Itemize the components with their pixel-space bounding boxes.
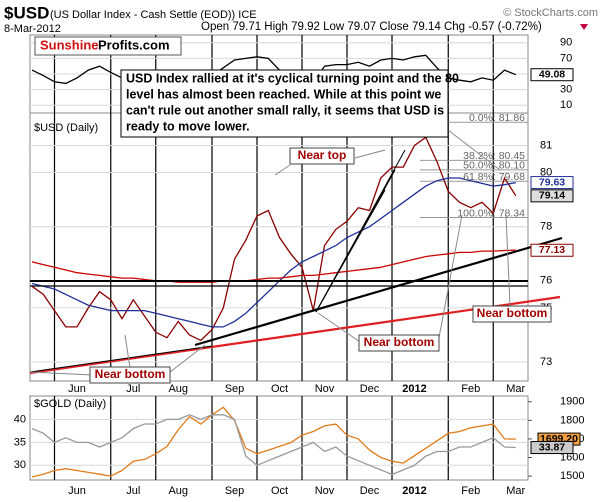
end-label-box <box>530 441 574 455</box>
y-tick-label: 70 <box>560 52 572 64</box>
trendline <box>194 236 563 347</box>
comment-box <box>120 69 449 138</box>
trendlines <box>29 129 563 376</box>
x-tick-label: Jul <box>126 383 140 395</box>
y-tick-label: 81 <box>540 139 552 151</box>
gold-panel <box>29 395 529 481</box>
pointer <box>354 149 386 159</box>
logo-red: Sunshine <box>40 37 99 52</box>
date: 8-Mar-2012 <box>4 23 61 35</box>
x-tick-label: Dec <box>360 383 380 395</box>
logo-box <box>34 36 182 56</box>
y-tick-label: 10 <box>560 99 572 111</box>
x-tick-label: Feb <box>461 485 480 497</box>
fib-label: 61.8%: 79.68 <box>463 171 525 183</box>
x-tick-label: 2012 <box>402 485 426 497</box>
pointer <box>124 334 131 369</box>
x-tick-label: Sep <box>225 383 245 395</box>
annotation: Near top <box>298 148 347 162</box>
x-tick-label: Aug <box>168 485 188 497</box>
end-label-box <box>530 243 574 257</box>
y2-tick-label: 1600 <box>560 451 584 463</box>
y-tick-label: 80 <box>540 166 552 178</box>
end-label-box <box>530 68 574 82</box>
down-marker <box>580 24 588 30</box>
y-tick-label: 78 <box>540 221 552 233</box>
x-tick-label: Nov <box>315 383 335 395</box>
y-tick-label: 30 <box>560 84 572 96</box>
pointer <box>447 129 501 171</box>
logo-black: Profits.com <box>98 37 170 52</box>
fib-label: 100.0%: 78.34 <box>457 207 525 219</box>
x-tick-label: Jun <box>68 485 86 497</box>
y-tick-label: 90 <box>560 37 572 49</box>
x-tick-label: Aug <box>168 383 188 395</box>
y-tick-label: 73 <box>540 356 552 368</box>
line-series <box>31 414 516 476</box>
x-tick-label: Nov <box>315 485 335 497</box>
symbol: $USD <box>4 3 49 22</box>
quote: Open 79.71 High 79.92 Low 79.07 Close 79… <box>201 21 542 33</box>
x-tick-label: Mar <box>506 485 525 497</box>
comment-line: level has almost been reached. While at … <box>126 87 441 101</box>
comment-line: ready to move lower. <box>126 119 250 133</box>
annotation-box <box>472 305 552 323</box>
y-tick-label: 76 <box>540 275 552 287</box>
trendline <box>29 295 561 375</box>
pointer <box>274 164 291 176</box>
x-tick-label: Oct <box>271 485 288 497</box>
y-tick-label: 35 <box>14 436 26 448</box>
comment-line: USD Index rallied at it's cyclical turni… <box>126 71 459 85</box>
annotation-box <box>89 366 171 384</box>
y-tick-label: 40 <box>14 413 26 425</box>
annotation-box <box>358 334 440 352</box>
x-tick-label: Mar <box>506 383 525 395</box>
end-label-box <box>530 176 574 190</box>
line-series <box>31 54 517 85</box>
end-label: 49.08 <box>539 68 565 80</box>
end-label: 79.14 <box>539 190 565 202</box>
annotation: Near bottom <box>364 335 435 349</box>
end-label: 33.87 <box>539 441 565 453</box>
fib-label: 50.0%: 80.10 <box>463 160 525 172</box>
y2-tick-label: 1800 <box>560 414 584 426</box>
x-tick-label: 2012 <box>402 383 426 395</box>
end-label: 79.63 <box>539 176 565 188</box>
x-tick-label: Sep <box>225 485 245 497</box>
x-tick-label: Dec <box>360 485 380 497</box>
pointer <box>169 344 206 373</box>
end-label: 77.13 <box>539 244 565 256</box>
annotation-box <box>289 147 355 165</box>
panel-title: $GOLD (Daily) <box>34 398 106 410</box>
fib-label: 0.0%: 81.86 <box>469 112 525 124</box>
annotation: Near bottom <box>477 306 548 320</box>
end-label-box <box>530 189 574 203</box>
x-tick-label: Oct <box>271 383 288 395</box>
x-tick-label: Feb <box>461 383 480 395</box>
trendline <box>315 189 386 313</box>
label-layer: $USD (US Dollar Index - Cash Settle (EOD… <box>4 3 598 496</box>
fib-label: 38.2%: 80.45 <box>463 150 525 162</box>
panel-title: $USD (Daily) <box>34 122 98 134</box>
y-tick-label: 30 <box>14 459 26 471</box>
price-panel <box>29 112 529 382</box>
credit: © StockCharts.com <box>503 7 598 19</box>
pointer <box>505 214 511 307</box>
line-series <box>31 406 516 478</box>
x-tick-label: Jun <box>68 383 86 395</box>
trendline <box>29 345 213 373</box>
comment-line: can't rule out another small rally, it s… <box>126 103 444 117</box>
annotation: Near bottom <box>95 367 166 381</box>
y2-tick-label: 1500 <box>560 470 584 482</box>
description: (US Dollar Index - Cash Settle (EOD)) IC… <box>50 9 257 21</box>
pointer <box>29 371 93 376</box>
y2-tick-label: 1900 <box>560 396 584 408</box>
line-series <box>31 136 517 342</box>
pointer <box>437 214 463 344</box>
line-series <box>31 249 516 283</box>
x-tick-label: Jul <box>126 485 140 497</box>
pointer <box>317 312 361 343</box>
